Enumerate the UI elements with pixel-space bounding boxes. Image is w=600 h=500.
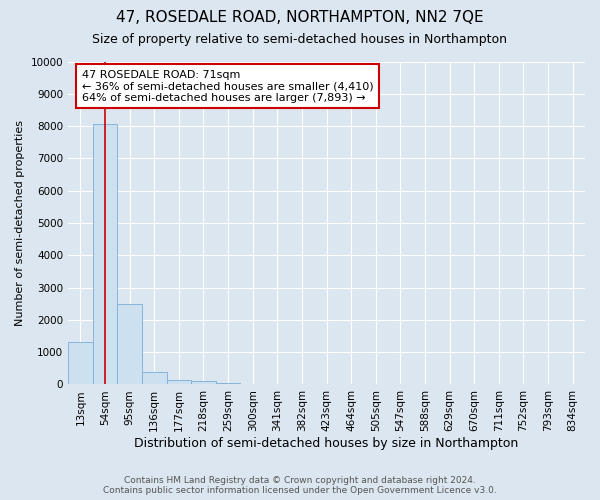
Bar — [142, 372, 167, 384]
Bar — [216, 383, 241, 384]
Bar — [68, 342, 92, 384]
Text: 47, ROSEDALE ROAD, NORTHAMPTON, NN2 7QE: 47, ROSEDALE ROAD, NORTHAMPTON, NN2 7QE — [116, 10, 484, 25]
Y-axis label: Number of semi-detached properties: Number of semi-detached properties — [15, 120, 25, 326]
Bar — [117, 304, 142, 384]
X-axis label: Distribution of semi-detached houses by size in Northampton: Distribution of semi-detached houses by … — [134, 437, 518, 450]
Bar — [191, 381, 216, 384]
Text: 47 ROSEDALE ROAD: 71sqm
← 36% of semi-detached houses are smaller (4,410)
64% of: 47 ROSEDALE ROAD: 71sqm ← 36% of semi-de… — [82, 70, 373, 103]
Bar — [92, 124, 117, 384]
Bar — [167, 380, 191, 384]
Text: Contains HM Land Registry data © Crown copyright and database right 2024.
Contai: Contains HM Land Registry data © Crown c… — [103, 476, 497, 495]
Text: Size of property relative to semi-detached houses in Northampton: Size of property relative to semi-detach… — [92, 32, 508, 46]
